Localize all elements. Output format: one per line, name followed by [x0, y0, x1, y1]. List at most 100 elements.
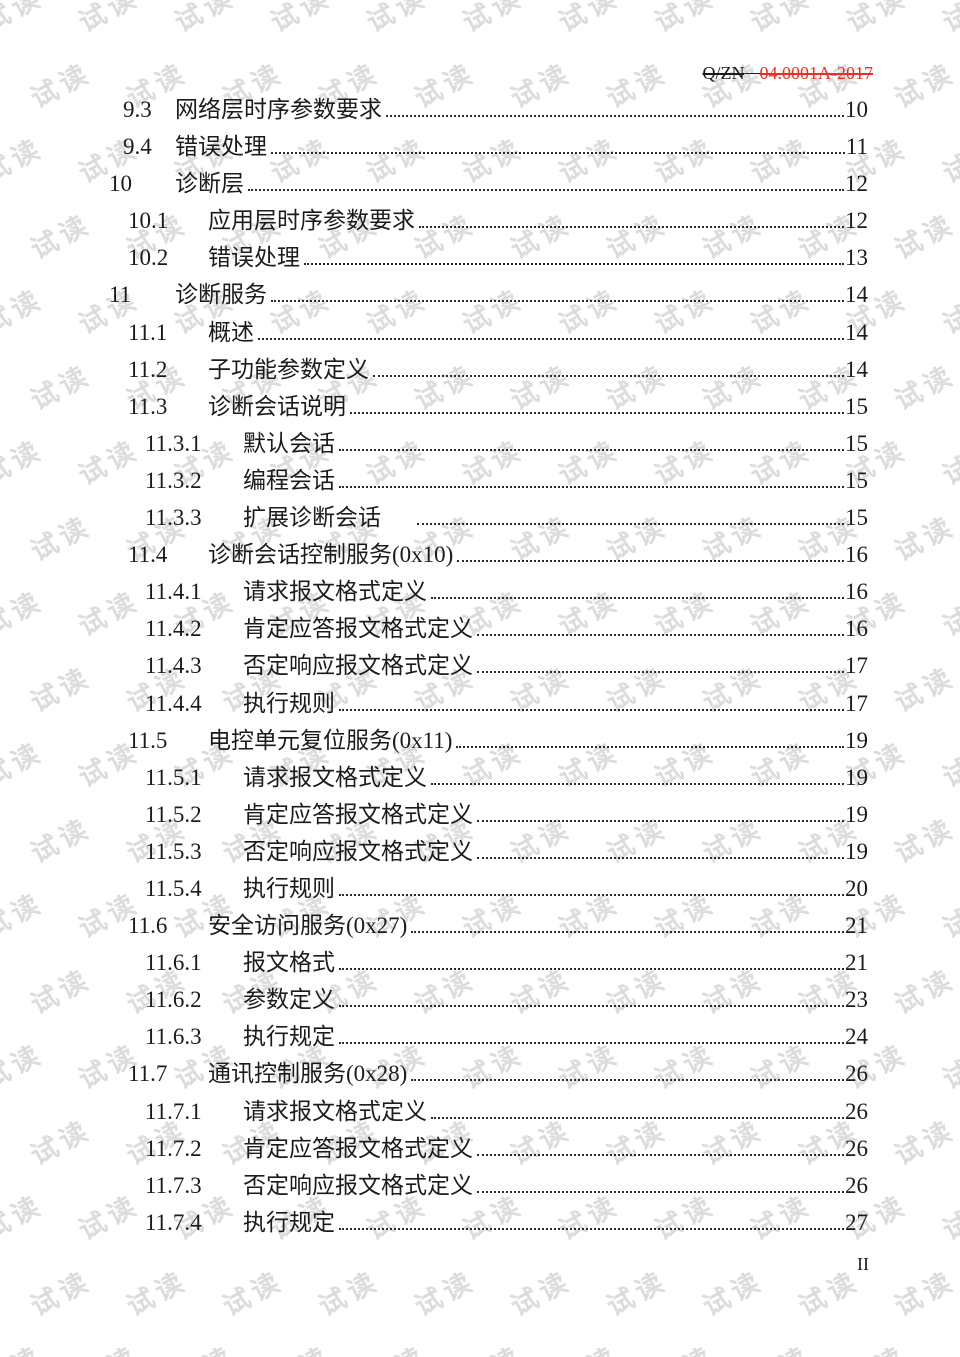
watermark-text: 试读	[361, 0, 433, 38]
watermark-text: 试读	[745, 0, 817, 38]
toc-entry: 10.2 错误处理 13	[0, 245, 868, 282]
toc-entry-number: 11.4.2	[145, 616, 202, 642]
toc-entry: 11.4.2 肯定应答报文格式定义 16	[0, 616, 868, 653]
toc-entry-number: 11.3	[128, 393, 168, 419]
toc-entry: 11.4.3 否定响应报文格式定义 17	[0, 653, 868, 690]
doc-number-prefix: Q/ZN	[702, 63, 745, 83]
toc-entry-title: 执行规定	[243, 1209, 335, 1235]
toc-entry: 11.7 通讯控制服务(0x28) 26	[0, 1061, 868, 1098]
toc-entry: 10.1 应用层时序参数要求 12	[0, 208, 868, 245]
toc-entry-number: 11.7.3	[145, 1172, 202, 1198]
toc-entry-title: 参数定义	[243, 987, 335, 1013]
toc-entry: 11.6.3 执行规定 24	[0, 1024, 868, 1061]
watermark-text: 试读	[0, 1334, 49, 1357]
watermark-text: 试读	[551, 1334, 626, 1357]
leader-dots	[386, 115, 844, 117]
toc-entry-title: 电控单元复位服务(0x11)	[208, 727, 453, 753]
leader-dots	[339, 1227, 844, 1230]
toc-entry-number: 11.1	[128, 319, 168, 345]
toc-entry: 11.5.2 肯定应答报文格式定义 19	[0, 802, 868, 839]
toc-entry-page: 12	[845, 171, 868, 197]
toc-entry-title: 安全访问服务(0x27)	[208, 913, 408, 939]
leader-dots	[431, 1116, 844, 1119]
leader-dots	[339, 708, 844, 711]
toc-entry-title: 肯定应答报文格式定义	[243, 1135, 473, 1161]
toc-entry-title: 执行规则	[243, 690, 335, 716]
toc-entry: 11.7.2 肯定应答报文格式定义 26	[0, 1136, 868, 1173]
toc-entry-number: 11.7.1	[145, 1098, 202, 1124]
toc-entry-page: 27	[845, 1209, 868, 1235]
watermark-text: 试读	[889, 509, 960, 567]
watermark-text: 试读	[889, 811, 960, 869]
watermark-text: 试读	[409, 1264, 481, 1322]
toc-entry-title: 报文格式	[243, 950, 335, 976]
toc-entry-page: 21	[845, 950, 868, 976]
watermark-text: 试读	[649, 0, 721, 38]
watermark-text: 试读	[793, 1264, 865, 1322]
toc-entry-page: 13	[845, 245, 868, 271]
leader-dots	[431, 597, 844, 600]
doc-number-header: Q/ZN 04.0001A-2017	[703, 63, 874, 84]
watermark-text: 试读	[937, 1189, 960, 1246]
toc-entry-number: 11.5.3	[145, 838, 202, 864]
watermark-text: 试读	[839, 1334, 914, 1357]
watermark-text: 试读	[889, 660, 960, 718]
watermark-text: 试读	[937, 434, 960, 491]
leader-dots	[339, 1042, 844, 1045]
toc-entry-title: 编程会话	[243, 467, 335, 493]
watermark-text: 试读	[217, 1264, 289, 1322]
toc-entry: 11.3.3 扩展诊断会话 15	[0, 505, 868, 542]
watermark-text: 试读	[169, 0, 241, 38]
toc-entry-page: 15	[845, 393, 868, 419]
toc-entry-number: 11.4.4	[145, 690, 202, 716]
watermark-text: 试读	[889, 1113, 960, 1171]
toc-entry-number: 11.7.2	[145, 1135, 202, 1161]
watermark-text: 试读	[505, 1264, 577, 1322]
toc-entry-page: 20	[845, 875, 868, 901]
toc-entry: 11.7.1 请求报文格式定义 26	[0, 1099, 868, 1136]
leader-dots	[419, 226, 844, 229]
toc-entry: 9.3 网络层时序参数要求 10	[0, 97, 868, 134]
leader-dots	[477, 634, 844, 637]
toc-entry-title: 肯定应答报文格式定义	[243, 801, 473, 827]
page-footer: II	[857, 1254, 869, 1275]
toc-entry-page: 11	[845, 134, 868, 160]
toc-entry-number: 11.5	[128, 727, 168, 753]
toc-entry-title: 诊断服务	[175, 282, 267, 308]
toc-entry: 11.5.4 执行规则 20	[0, 876, 868, 913]
toc-entry-title: 执行规定	[243, 1024, 335, 1050]
watermark-text: 试读	[265, 0, 337, 38]
toc-entry-number: 11.3.1	[145, 430, 202, 456]
toc-entry: 11.7.3 否定响应报文格式定义 26	[0, 1173, 868, 1210]
toc-entry-number: 11.7	[128, 1061, 168, 1087]
toc-entry: 10 诊断层 12	[0, 171, 868, 208]
page-number-label: II	[857, 1254, 869, 1274]
toc-entry-title: 否定响应报文格式定义	[243, 653, 473, 679]
watermark-text: 试读	[743, 1334, 818, 1357]
leader-dots	[477, 856, 844, 859]
leader-dots	[350, 411, 844, 414]
toc-entry-page: 26	[845, 1098, 868, 1124]
toc-entry-title: 肯定应答报文格式定义	[243, 616, 473, 642]
leader-dots	[339, 485, 844, 488]
toc-entry-number: 11.6.3	[145, 1024, 202, 1050]
toc-entry-title: 诊断层	[175, 171, 244, 197]
watermark-text: 试读	[841, 0, 913, 38]
toc-entry-title: 应用层时序参数要求	[208, 208, 415, 234]
toc-entry-page: 21	[845, 913, 868, 939]
toc-entry-number: 11.4.1	[145, 579, 202, 605]
toc-entry-number: 10	[109, 171, 132, 197]
toc-entry-title: 网络层时序参数要求	[175, 97, 382, 122]
watermark-text: 试读	[601, 1264, 673, 1322]
watermark-text: 试读	[71, 1334, 146, 1357]
watermark-text: 试读	[121, 1264, 193, 1322]
toc-entry-number: 11.6	[128, 913, 168, 939]
watermark-text: 试读	[455, 1334, 530, 1357]
table-of-contents: 9.3 网络层时序参数要求 10 9.4 错误处理 11 10 诊断层 12 10.1 应用层时序参…	[0, 97, 868, 1247]
toc-entry-title: 默认会话	[243, 430, 335, 456]
watermark-text: 试读	[935, 1334, 960, 1357]
toc-entry-title: 通讯控制服务(0x28)	[208, 1061, 408, 1087]
toc-entry-page: 17	[845, 690, 868, 716]
toc-entry-title: 否定响应报文格式定义	[243, 838, 473, 864]
watermark-text: 试读	[313, 1264, 385, 1322]
